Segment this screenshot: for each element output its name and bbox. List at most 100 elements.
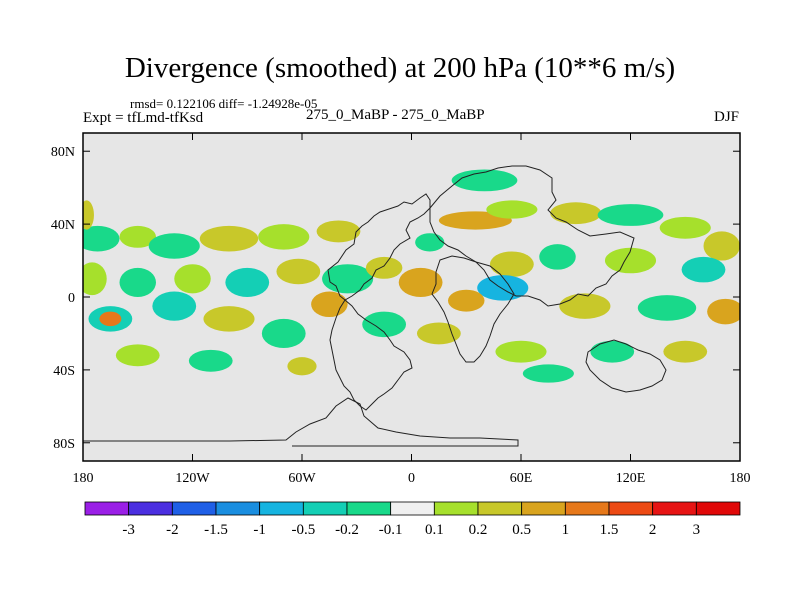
colorbar: -3 -2 -1.5 -1 -0.5 -0.2 -0.1 0.1 0.2 0.5 1 1.5 2 3 xyxy=(84,501,741,538)
x-tick-label-5: 120E xyxy=(616,471,646,486)
anomaly-25 xyxy=(681,256,726,283)
colorbar-label-3: -1 xyxy=(253,522,266,538)
y-tick-label-0: 80N xyxy=(51,145,75,160)
colorbar-label-8: 0.2 xyxy=(469,522,488,538)
anomaly-28 xyxy=(559,293,611,319)
anomaly-7 xyxy=(119,267,156,297)
anomaly-32 xyxy=(99,311,122,327)
anomaly-14 xyxy=(415,233,445,252)
colorbar-swatch-8 xyxy=(433,501,479,516)
colorbar-swatch-0 xyxy=(84,501,130,516)
x-tick-label-6: 180 xyxy=(730,471,751,486)
coastlines xyxy=(83,165,667,447)
anomaly-8 xyxy=(174,264,211,294)
anomaly-43 xyxy=(188,349,233,372)
coastline-africa xyxy=(431,255,515,363)
anomaly-19 xyxy=(597,204,664,226)
anomaly-0 xyxy=(83,225,120,252)
anomaly-1 xyxy=(119,225,156,248)
colorbar-swatch-9 xyxy=(477,501,523,516)
anomaly-35 xyxy=(261,318,306,349)
colorbar-swatch-7 xyxy=(390,501,435,516)
anomaly-34 xyxy=(203,306,255,332)
axis-labels: 180 120W 60W 0 60E 120E 180 80N 40N 0 40S 80S xyxy=(51,145,751,486)
season-label: DJF xyxy=(713,109,739,125)
anomaly-5 xyxy=(316,220,361,243)
anomaly-44 xyxy=(287,357,317,376)
colorbar-label-1: -2 xyxy=(166,522,179,538)
colorbar-swatch-6 xyxy=(346,501,392,516)
anomaly-29 xyxy=(637,295,697,321)
x-tick-label-4: 60E xyxy=(510,471,533,486)
stats-label: rmsd= 0.122106 diff= -1.24928e-05 xyxy=(130,96,318,111)
anomaly-39 xyxy=(495,340,547,363)
coastline-australia xyxy=(585,339,667,393)
anomaly-16 xyxy=(486,200,538,219)
anomaly-26 xyxy=(477,275,529,301)
anomaly-30 xyxy=(707,298,740,325)
x-tick-label-1: 120W xyxy=(175,471,210,486)
x-tick-label-3: 0 xyxy=(408,471,415,486)
anomaly-20 xyxy=(659,216,711,239)
colorbar-label-0: -3 xyxy=(122,522,135,538)
colorbar-label-4: -0.5 xyxy=(291,522,315,538)
colorbar-label-12: 2 xyxy=(649,522,657,538)
anomaly-10 xyxy=(276,258,321,285)
colorbar-label-10: 1 xyxy=(562,522,570,538)
coastline-north-america xyxy=(327,193,431,301)
divergence-field xyxy=(83,169,740,383)
y-tick-label-4: 80S xyxy=(53,437,75,452)
colorbar-label-13: 3 xyxy=(693,522,701,538)
anomaly-21 xyxy=(703,231,740,261)
colorbar-label-5: -0.2 xyxy=(335,522,359,538)
y-tick-label-3: 40S xyxy=(53,364,75,379)
anomaly-2 xyxy=(148,233,200,259)
anomaly-18 xyxy=(550,202,602,225)
anomaly-6 xyxy=(83,262,107,296)
axis-ticks xyxy=(82,133,741,461)
colorbar-label-2: -1.5 xyxy=(204,522,228,538)
colorbar-label-6: -0.1 xyxy=(379,522,403,538)
colorbar-swatch-3 xyxy=(215,501,261,516)
coastline-eurasia xyxy=(429,165,635,307)
colorbar-swatch-1 xyxy=(128,501,173,516)
colorbar-swatch-14 xyxy=(695,501,741,516)
x-tick-label-0: 180 xyxy=(73,471,94,486)
y-tick-label-2: 0 xyxy=(68,291,75,306)
anomaly-4 xyxy=(258,224,310,250)
experiment-label: Expt = tfLmd-tfKsd xyxy=(83,110,204,126)
anomaly-22 xyxy=(489,251,534,277)
chart-title: Divergence (smoothed) at 200 hPa (10**6 … xyxy=(124,52,676,84)
anomaly-33 xyxy=(152,291,197,321)
colorbar-swatch-5 xyxy=(302,501,348,516)
colorbar-swatch-11 xyxy=(564,501,610,516)
colorbar-label-9: 0.5 xyxy=(512,522,531,538)
coastline-south-america xyxy=(329,299,413,411)
colorbar-swatch-4 xyxy=(259,501,304,516)
anomaly-37 xyxy=(362,311,407,338)
anomaly-13 xyxy=(398,267,443,297)
anomaly-17 xyxy=(451,169,518,192)
colorbar-label-7: 0.1 xyxy=(425,522,444,538)
anomaly-45 xyxy=(522,364,574,383)
comparison-label: 275_0_MaBP - 275_0_MaBP xyxy=(306,107,485,123)
anomaly-41 xyxy=(663,340,708,363)
anomaly-9 xyxy=(225,267,270,297)
anomaly-24 xyxy=(604,247,657,274)
colorbar-swatch-13 xyxy=(652,501,697,516)
anomaly-3 xyxy=(199,225,259,252)
colorbar-swatch-12 xyxy=(608,501,654,516)
anomaly-42 xyxy=(115,344,160,367)
colorbar-label-11: 1.5 xyxy=(600,522,619,538)
anomaly-27 xyxy=(448,289,485,312)
anomaly-46 xyxy=(83,200,94,230)
anomaly-15 xyxy=(438,211,512,230)
x-tick-label-2: 60W xyxy=(288,471,316,486)
colorbar-swatch-2 xyxy=(171,501,217,516)
anomaly-23 xyxy=(539,244,576,270)
colorbar-swatch-10 xyxy=(521,501,566,516)
anomaly-12 xyxy=(365,256,403,279)
anomaly-38 xyxy=(416,322,461,345)
y-tick-label-1: 40N xyxy=(51,218,75,233)
